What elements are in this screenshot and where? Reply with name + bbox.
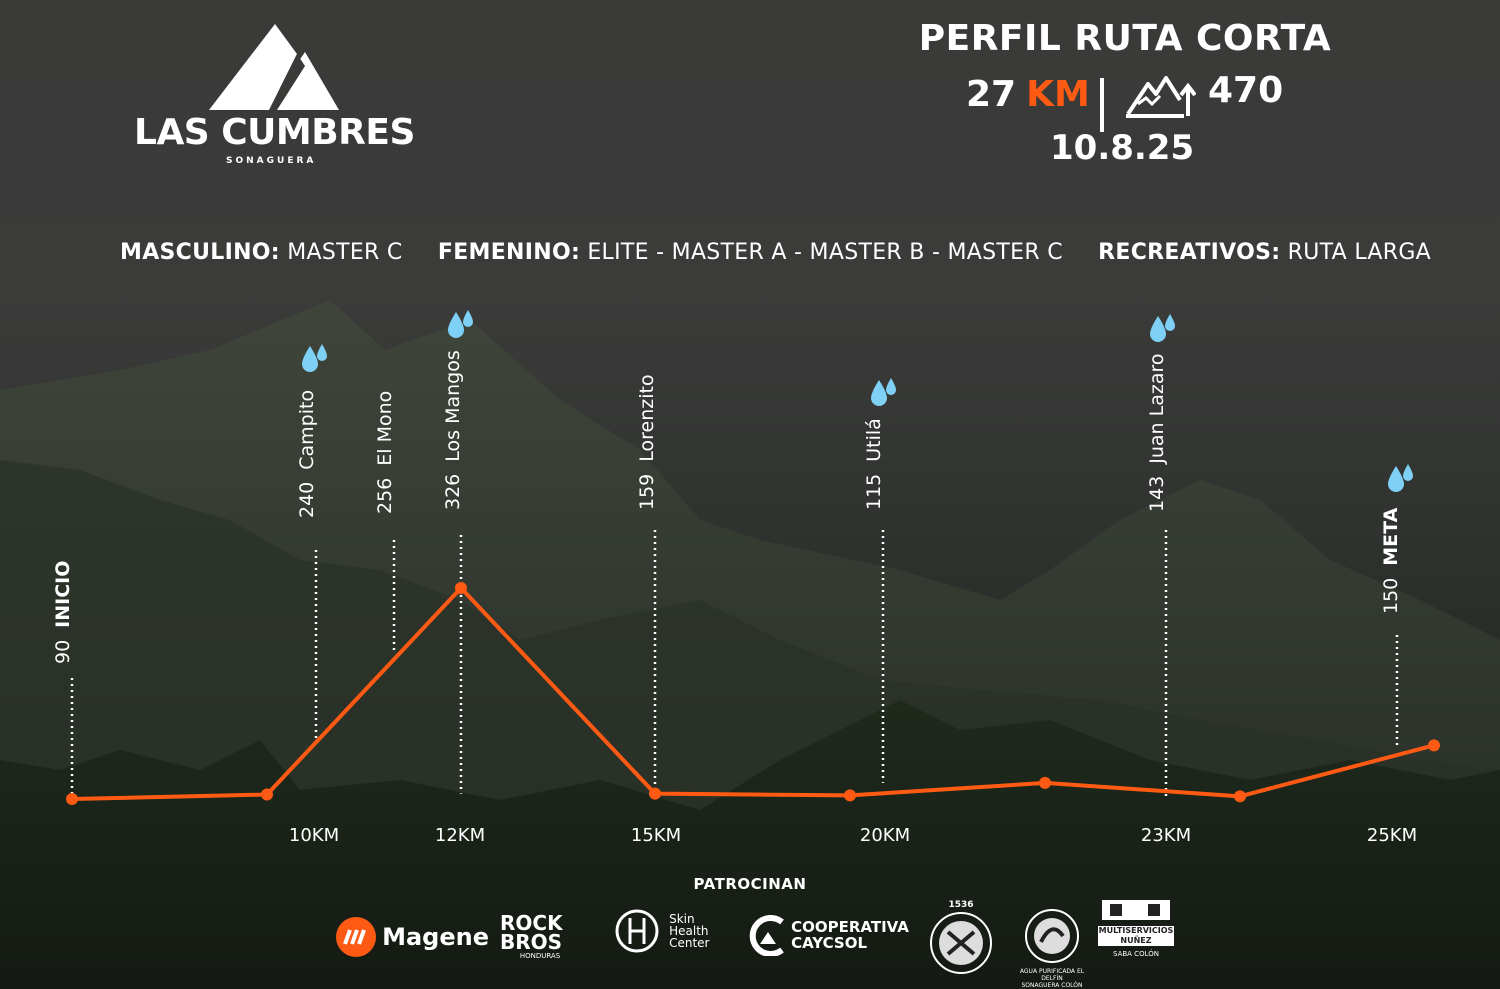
waypoint-name: Utilá xyxy=(863,418,885,462)
sponsor-rockbros: ROCK BROS HONDURAS xyxy=(500,911,563,960)
waypoint-elevation: 256 xyxy=(374,477,396,514)
waypoint-name: Campito xyxy=(296,389,318,470)
x-tick-label: 12KM xyxy=(434,825,486,846)
waypoint-elevation: 143 xyxy=(1146,475,1168,512)
multiservicios-logo-icon xyxy=(1102,900,1170,920)
waypoint-label: 150 META xyxy=(1380,508,1402,614)
x-tick-label: 23KM xyxy=(1140,825,1192,846)
masculino-label: MASCULINO: xyxy=(120,240,280,265)
waypoint-elevation: 240 xyxy=(296,481,318,518)
waypoint-label: 115 Utilá xyxy=(863,418,885,510)
skin-health-logo-icon xyxy=(615,909,659,953)
caycsol-logo-icon xyxy=(749,915,784,957)
sponsor-caycsol: COOPERATIVA CAYCSOL xyxy=(748,914,911,957)
recreativos-label: RECREATIVOS: xyxy=(1098,240,1281,265)
waypoint-label: 143 Juan Lazaro xyxy=(1146,354,1168,513)
waypoint-elevation: 115 xyxy=(863,473,885,510)
x-tick-label: 10KM xyxy=(288,825,340,846)
waypoint-elevation: 159 xyxy=(636,473,658,510)
distance-value: 27 xyxy=(966,74,1017,115)
waypoint-elevation: 90 xyxy=(52,639,74,664)
categories-line: MASCULINO: MASTER C FEMENINO: ELITE - MA… xyxy=(120,240,1440,265)
mountain-logo-icon xyxy=(209,24,339,110)
crest-logo-icon xyxy=(930,912,992,974)
waypoint-label: 326 Los Mangos xyxy=(442,350,464,510)
masculino-value: MASTER C xyxy=(287,240,403,265)
x-tick-label: 25KM xyxy=(1366,825,1418,846)
femenino-value: ELITE - MASTER A - MASTER B - MASTER C xyxy=(587,240,1063,265)
elevation-point xyxy=(261,788,273,801)
waypoint-elevation: 326 xyxy=(442,473,464,510)
page-title: PERFIL RUTA CORTA xyxy=(918,18,1332,59)
elevation-line xyxy=(71,586,1435,801)
sponsor-crest: 1536 xyxy=(926,900,996,980)
water-drop-icon xyxy=(1150,314,1175,342)
elevation-point xyxy=(844,789,856,802)
waypoint-label: 159 Lorenzito xyxy=(636,374,658,510)
sponsor-magene: Magene xyxy=(335,916,489,958)
waypoint-label: 90 INICIO xyxy=(52,561,74,664)
sponsors-title: PATROCINAN xyxy=(693,875,807,893)
elevation-point xyxy=(66,793,78,805)
waypoint-elevation: 150 xyxy=(1380,577,1402,614)
x-tick-label: 20KM xyxy=(859,825,911,846)
x-tick-label: 15KM xyxy=(630,825,682,846)
distance: 27 KM xyxy=(966,74,1090,115)
sponsor-skin-health-center: Skin Health Center xyxy=(614,908,729,954)
waypoint-name: INICIO xyxy=(52,560,74,628)
elevation-point xyxy=(649,787,661,800)
elevation-point xyxy=(455,582,467,594)
water-drop-icon xyxy=(871,378,896,406)
race-date: 10.8.25 xyxy=(1050,128,1195,168)
waypoint-name: META xyxy=(1380,507,1402,566)
dolphin-logo-icon xyxy=(1025,909,1079,963)
waypoint-label: 240 Campito xyxy=(296,390,318,518)
femenino-label: FEMENINO: xyxy=(437,240,581,265)
waypoint-name: El Mono xyxy=(374,390,396,466)
sponsor-multiservicios-nunez: MULTISERVICIOS NUÑEZ SABA COLÓN xyxy=(1098,898,1174,958)
elevation-gain: 470 xyxy=(1208,70,1284,111)
header-divider xyxy=(1100,78,1104,132)
mountain-ascent-icon xyxy=(1126,76,1196,118)
waypoint-name: Los Mangos xyxy=(442,350,464,462)
waypoint-label: 256 El Mono xyxy=(374,391,396,514)
water-drop-icon xyxy=(1388,464,1413,492)
sponsor-el-delfin: AGUA PURIFICADA EL DELFÍN SONAGUERA COLÓ… xyxy=(1014,906,1090,989)
water-drop-icon xyxy=(302,344,327,372)
distance-unit: KM xyxy=(1026,74,1090,115)
recreativos-value: RUTA LARGA xyxy=(1287,240,1432,265)
brand-name: LAS CUMBRES xyxy=(134,112,415,153)
elevation-point xyxy=(1428,739,1440,752)
magene-logo-icon xyxy=(336,917,376,957)
waypoint-name: Lorenzito xyxy=(636,374,658,462)
brand-subtitle: SONAGUERA xyxy=(226,156,317,166)
elevation-point xyxy=(1039,776,1051,789)
elevation-point xyxy=(1234,790,1246,803)
waypoint-name: Juan Lazaro xyxy=(1146,353,1168,464)
water-drop-icon xyxy=(448,310,473,338)
